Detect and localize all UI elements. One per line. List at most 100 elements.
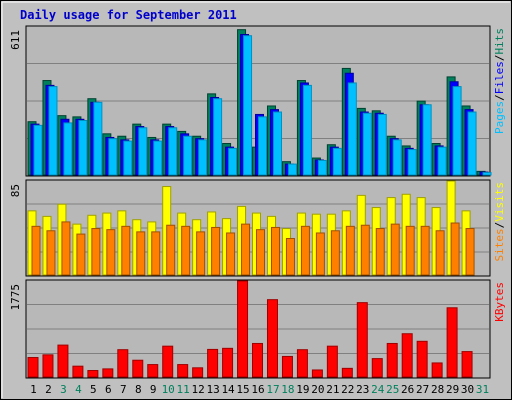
bar-sites-day-1 bbox=[31, 225, 41, 276]
bar-pages-day-21 bbox=[332, 147, 342, 176]
bar-pages-day-27 bbox=[422, 104, 432, 176]
bar-sites-day-10 bbox=[166, 224, 176, 276]
x-tick-label-day-31: 31 bbox=[476, 383, 489, 396]
bar-sites-day-25 bbox=[390, 223, 400, 276]
bar-kbytes-day-12 bbox=[192, 367, 204, 378]
bar-pages-day-4 bbox=[78, 119, 88, 176]
bar-kbytes-day-7 bbox=[117, 349, 129, 378]
bar-sites-day-29 bbox=[450, 222, 460, 276]
legend-sites: Sites bbox=[493, 228, 506, 261]
bar-sites-day-7 bbox=[121, 225, 131, 276]
panel-kbytes: 1775 KBytes bbox=[9, 279, 506, 379]
bar-sites-day-11 bbox=[181, 225, 191, 276]
x-tick-label-day-4: 4 bbox=[75, 383, 82, 396]
x-tick-label-day-18: 18 bbox=[281, 383, 294, 396]
bar-kbytes-day-26 bbox=[401, 333, 413, 378]
bar-pages-day-12 bbox=[198, 139, 208, 176]
bar-pages-day-2 bbox=[48, 86, 58, 176]
bar-pages-day-5 bbox=[93, 101, 103, 176]
x-axis-labels: 1 2 3 4 5 6 7 8 9 10 11 12 13 14 15 16 17 18 19 20 21 22 23 24 2… bbox=[30, 383, 489, 396]
bar-sites-day-28 bbox=[435, 230, 445, 276]
y-max-label: 611 bbox=[9, 30, 22, 50]
bar-sites-day-9 bbox=[151, 231, 161, 276]
chart-title: Daily usage for September 2011 bbox=[20, 8, 237, 22]
bar-pages-day-7 bbox=[123, 140, 133, 176]
x-tick-label-day-15: 15 bbox=[236, 383, 249, 396]
legend-pages: Pages bbox=[493, 101, 506, 134]
x-tick-label-day-13: 13 bbox=[206, 383, 219, 396]
x-tick-label-day-26: 26 bbox=[401, 383, 414, 396]
bar-pages-day-25 bbox=[392, 139, 402, 176]
bar-pages-day-6 bbox=[108, 138, 118, 176]
bar-kbytes-day-17 bbox=[266, 299, 278, 378]
bar-sites-day-23 bbox=[360, 224, 370, 276]
bar-kbytes-day-6 bbox=[102, 368, 114, 378]
bar-sites-day-17 bbox=[270, 226, 280, 276]
x-tick-label-day-28: 28 bbox=[431, 383, 444, 396]
bar-sites-day-27 bbox=[420, 225, 430, 276]
x-tick-label-day-21: 21 bbox=[326, 383, 339, 396]
x-tick-label-day-1: 1 bbox=[30, 383, 37, 396]
bar-pages-day-31 bbox=[482, 172, 492, 176]
bar-sites-day-20 bbox=[315, 232, 325, 276]
bar-kbytes-day-15 bbox=[237, 280, 249, 378]
x-tick-label-day-5: 5 bbox=[90, 383, 97, 396]
bar-pages-day-19 bbox=[302, 84, 312, 176]
x-tick-label-day-29: 29 bbox=[446, 383, 459, 396]
bar-sites-day-19 bbox=[300, 225, 310, 276]
bar-kbytes-day-1 bbox=[27, 357, 39, 378]
bar-kbytes-day-11 bbox=[177, 364, 189, 378]
bar-pages-day-24 bbox=[377, 113, 387, 176]
legend-visits: Visits bbox=[493, 182, 506, 222]
x-tick-label-day-3: 3 bbox=[60, 383, 67, 396]
legend: Pages/Files/Hits bbox=[493, 28, 506, 134]
bar-kbytes-day-4 bbox=[72, 365, 84, 378]
bar-sites-day-5 bbox=[91, 228, 101, 276]
legend-hits: Hits bbox=[493, 28, 506, 55]
bar-kbytes-day-2 bbox=[42, 354, 54, 378]
bar-sites-day-21 bbox=[330, 230, 340, 276]
bar-pages-day-22 bbox=[347, 82, 357, 176]
bar-kbytes-day-19 bbox=[296, 349, 308, 378]
bar-kbytes-day-22 bbox=[341, 367, 353, 378]
x-tick-label-day-6: 6 bbox=[105, 383, 112, 396]
y-max-label: 1775 bbox=[9, 284, 22, 311]
x-tick-label-day-27: 27 bbox=[416, 383, 429, 396]
x-tick-label-day-2: 2 bbox=[45, 383, 52, 396]
bar-kbytes-day-3 bbox=[57, 344, 69, 378]
bar-pages-day-20 bbox=[317, 159, 327, 176]
x-tick-label-day-25: 25 bbox=[386, 383, 399, 396]
x-tick-label-day-9: 9 bbox=[150, 383, 157, 396]
y-max-label: 85 bbox=[9, 184, 22, 197]
bar-sites-day-26 bbox=[405, 225, 415, 276]
bar-pages-day-23 bbox=[362, 112, 372, 176]
bar-kbytes-day-29 bbox=[446, 307, 458, 378]
bar-sites-day-15 bbox=[241, 223, 251, 276]
x-tick-label-day-10: 10 bbox=[162, 383, 175, 396]
bar-kbytes-day-13 bbox=[207, 348, 219, 378]
bar-sites-day-12 bbox=[196, 231, 206, 276]
bar-kbytes-day-18 bbox=[281, 355, 293, 378]
bar-sites-day-13 bbox=[211, 226, 221, 276]
bar-pages-day-14 bbox=[228, 147, 238, 176]
bar-sites-day-16 bbox=[256, 229, 266, 276]
bar-pages-day-13 bbox=[213, 98, 223, 176]
bar-sites-day-2 bbox=[46, 230, 56, 276]
bar-sites-day-4 bbox=[76, 233, 86, 276]
bar-pages-day-28 bbox=[437, 146, 447, 176]
bar-pages-day-11 bbox=[183, 135, 193, 176]
bar-pages-day-3 bbox=[63, 122, 73, 176]
bar-pages-day-9 bbox=[153, 140, 163, 176]
legend-files: Files bbox=[493, 61, 506, 94]
x-tick-label-day-23: 23 bbox=[356, 383, 369, 396]
x-tick-label-day-16: 16 bbox=[251, 383, 264, 396]
bar-pages-day-26 bbox=[407, 149, 417, 176]
x-tick-label-day-24: 24 bbox=[371, 383, 385, 396]
legend: KBytes bbox=[493, 282, 506, 322]
legend-separator: / bbox=[493, 55, 506, 62]
bar-pages-day-1 bbox=[33, 124, 43, 176]
x-tick-label-day-8: 8 bbox=[135, 383, 142, 396]
x-tick-label-day-22: 22 bbox=[341, 383, 354, 396]
x-tick-label-day-19: 19 bbox=[296, 383, 309, 396]
